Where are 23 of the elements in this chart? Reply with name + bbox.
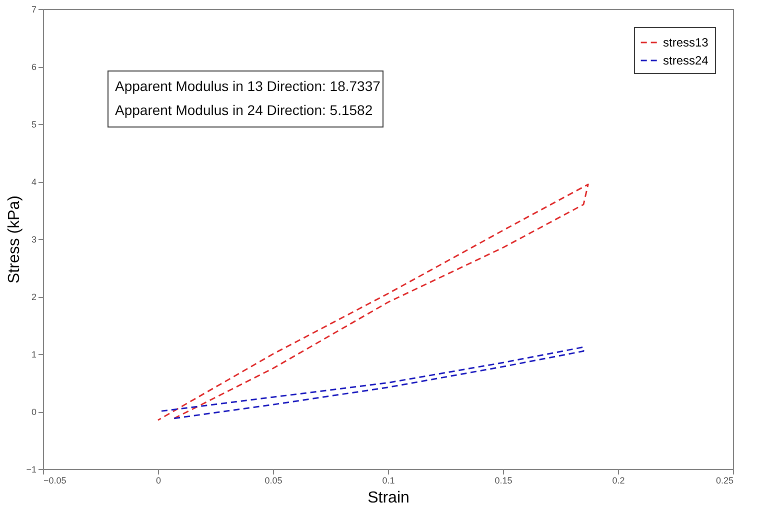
y-tick-label: 5 <box>31 120 36 130</box>
y-tick-label: 3 <box>31 234 36 244</box>
y-tick-label: −1 <box>26 464 36 474</box>
y-tick-label: 4 <box>31 177 36 187</box>
x-tick-label: −0.05 <box>44 476 66 486</box>
x-tick-label: 0 <box>156 476 162 486</box>
annotation: Apparent Modulus in 24 Direction: 5.1582 <box>115 102 373 118</box>
legend-label: stress24 <box>663 54 709 68</box>
y-tick-label: 6 <box>31 62 36 72</box>
x-tick-label: 0.2 <box>612 476 625 486</box>
annotation: Apparent Modulus in 13 Direction: 18.7337 <box>115 78 381 94</box>
x-tick-label: 0.05 <box>264 476 282 486</box>
y-axis-title: Stress (kPa) <box>6 195 24 284</box>
x-tick-label: 0.15 <box>494 476 512 486</box>
x-tick-label: 0.1 <box>382 476 395 486</box>
legend-label: stress13 <box>663 36 709 50</box>
y-tick-label: 7 <box>31 4 36 14</box>
line-series <box>157 184 589 421</box>
x-tick-label: 0.25 <box>716 476 734 486</box>
y-tick-label: 1 <box>31 350 36 360</box>
y-tick-label: 0 <box>31 407 36 417</box>
y-tick-label: 2 <box>31 292 36 302</box>
x-axis-title: Strain <box>368 490 410 506</box>
